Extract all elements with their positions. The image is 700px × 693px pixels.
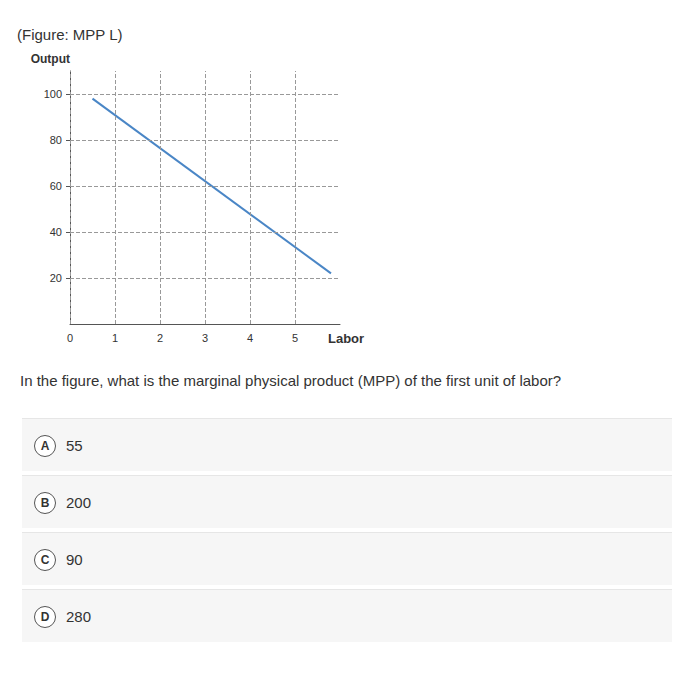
html-text:55: 55 [66, 437, 83, 454]
html-text:A: A [40, 439, 50, 453]
html-text:In the figure, what is the mar: In the figure, what is the marginal phys… [20, 372, 562, 389]
svg-text:Output: Output [31, 52, 70, 66]
svg-text:5: 5 [292, 332, 298, 344]
svg-text:100: 100 [44, 88, 62, 100]
svg-text:20: 20 [50, 272, 62, 284]
svg-text:4: 4 [247, 332, 253, 344]
html-text:C: C [40, 553, 50, 567]
html-text:200: 200 [66, 494, 91, 511]
svg-text:1: 1 [112, 332, 118, 344]
svg-text:0: 0 [67, 332, 73, 344]
html-text:B: B [40, 496, 50, 510]
svg-text:80: 80 [50, 134, 62, 146]
html-text:280: 280 [66, 608, 91, 625]
svg-text:(Figure: MPP L): (Figure: MPP L) [17, 26, 123, 43]
svg-text:40: 40 [50, 226, 62, 238]
svg-text:Labor: Labor [328, 331, 364, 346]
html-text:90: 90 [66, 551, 83, 568]
svg-text:3: 3 [202, 332, 208, 344]
svg-text:2: 2 [157, 332, 163, 344]
svg-text:60: 60 [50, 180, 62, 192]
html-text:D: D [40, 610, 50, 624]
